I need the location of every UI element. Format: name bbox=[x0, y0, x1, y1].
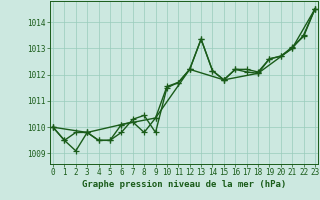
X-axis label: Graphe pression niveau de la mer (hPa): Graphe pression niveau de la mer (hPa) bbox=[82, 180, 286, 189]
